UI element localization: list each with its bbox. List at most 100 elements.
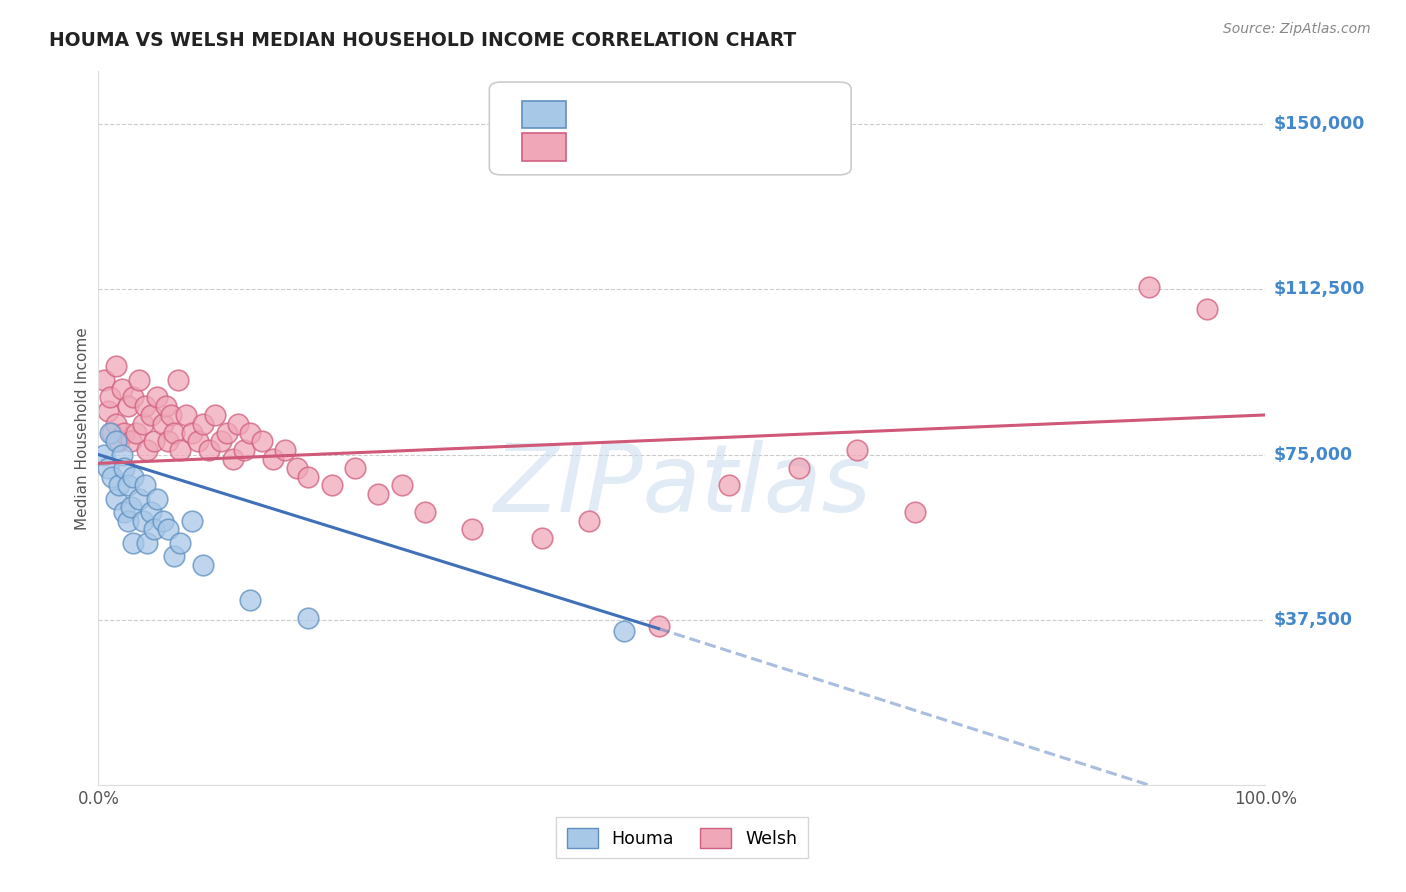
Text: $37,500: $37,500 (1274, 611, 1353, 629)
Point (136, 443, 159, 458)
Point (104, 491, 127, 506)
Point (169, 443, 191, 458)
Point (97, 460, 120, 475)
Point (143, 523, 166, 537)
Point (101, 425, 124, 440)
Point (104, 417, 127, 431)
Point (787, 460, 810, 475)
Point (117, 514, 139, 528)
Point (297, 469, 319, 483)
Point (112, 505, 135, 519)
Point (187, 434, 209, 449)
Point (647, 619, 669, 633)
Point (159, 408, 181, 422)
Point (111, 448, 134, 462)
Y-axis label: Median Household Income: Median Household Income (75, 326, 90, 530)
Text: N =: N = (738, 136, 778, 153)
Point (285, 460, 308, 475)
Point (128, 491, 150, 506)
Point (122, 469, 145, 483)
Point (93, 448, 115, 462)
Point (101, 469, 124, 483)
Point (174, 408, 197, 422)
Text: $112,500: $112,500 (1274, 280, 1365, 299)
Point (139, 505, 162, 519)
Point (122, 390, 145, 404)
Point (233, 443, 256, 458)
Point (239, 425, 262, 440)
Point (136, 535, 159, 549)
Point (193, 558, 215, 572)
Point (1195, 302, 1218, 317)
Point (904, 505, 927, 519)
Point (204, 408, 226, 422)
Point (93, 373, 115, 387)
Text: 31: 31 (785, 103, 810, 121)
Point (128, 373, 150, 387)
Point (120, 434, 142, 449)
Legend: Houma, Welsh: Houma, Welsh (557, 817, 807, 858)
Point (155, 399, 177, 413)
Point (134, 478, 156, 492)
Text: Source: ZipAtlas.com: Source: ZipAtlas.com (1223, 22, 1371, 37)
Point (117, 399, 139, 413)
Point (344, 460, 367, 475)
Point (97, 403, 120, 417)
Point (152, 514, 174, 528)
Point (98, 390, 121, 404)
Point (297, 610, 319, 624)
Point (391, 478, 413, 492)
Point (104, 434, 127, 449)
Point (180, 514, 202, 528)
Point (180, 425, 202, 440)
Text: 59: 59 (785, 136, 810, 153)
Point (578, 514, 600, 528)
FancyBboxPatch shape (522, 102, 567, 128)
Point (146, 390, 169, 404)
Point (209, 434, 232, 449)
Point (193, 417, 215, 431)
Point (613, 624, 636, 638)
Text: ZIPatlas: ZIPatlas (494, 440, 870, 531)
Point (112, 460, 135, 475)
Point (846, 443, 869, 458)
Text: 0.107: 0.107 (657, 136, 713, 153)
FancyBboxPatch shape (489, 82, 851, 175)
Point (717, 478, 740, 492)
Point (274, 443, 297, 458)
Text: R =: R = (586, 136, 626, 153)
Point (221, 452, 243, 467)
Point (413, 505, 436, 519)
Point (111, 382, 134, 396)
Point (262, 452, 284, 467)
Point (461, 523, 484, 537)
Text: HOUMA VS WELSH MEDIAN HOUSEHOLD INCOME CORRELATION CHART: HOUMA VS WELSH MEDIAN HOUSEHOLD INCOME C… (49, 31, 796, 50)
Point (122, 535, 145, 549)
Point (120, 500, 142, 515)
Point (1137, 280, 1160, 294)
Point (157, 523, 180, 537)
Point (250, 434, 273, 449)
Point (163, 425, 186, 440)
Point (108, 434, 131, 449)
Point (98, 425, 121, 440)
Point (157, 434, 180, 449)
Point (125, 425, 148, 440)
Point (321, 478, 343, 492)
Point (108, 478, 131, 492)
Text: $150,000: $150,000 (1274, 115, 1365, 133)
Text: $75,000: $75,000 (1274, 446, 1353, 464)
Point (132, 514, 155, 528)
Point (112, 425, 135, 440)
Text: R =: R = (586, 103, 626, 121)
Point (239, 593, 262, 607)
Point (166, 373, 188, 387)
Point (143, 434, 166, 449)
Point (132, 417, 155, 431)
Point (117, 478, 139, 492)
Point (530, 531, 553, 545)
Point (163, 549, 186, 563)
Point (104, 359, 127, 374)
Point (215, 425, 238, 440)
Point (146, 491, 169, 506)
